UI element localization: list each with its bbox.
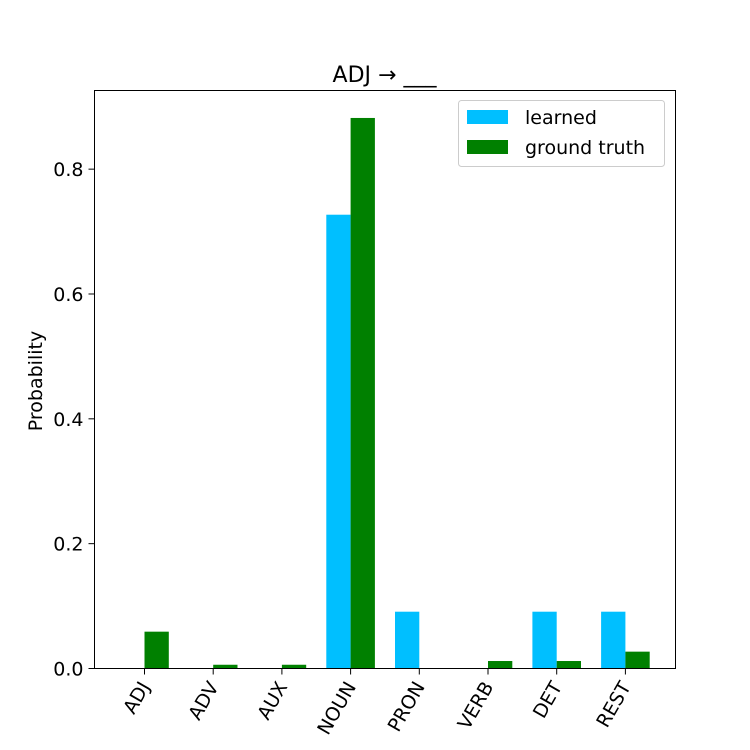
bar-ground-truth-verb — [488, 661, 513, 669]
bar-learned-noun — [326, 214, 351, 669]
x-tick-label-pron: PRON — [384, 678, 430, 736]
legend-swatch-ground-truth — [467, 140, 508, 154]
bar-ground-truth-adj — [144, 631, 169, 669]
bar-learned-rest — [601, 611, 626, 669]
x-tick-label-aux: AUX — [253, 678, 292, 724]
chart-title: ADJ → ___ — [333, 63, 438, 88]
bar-ground-truth-rest — [625, 651, 650, 669]
y-axis-label: Probability — [25, 331, 47, 431]
y-tick-label: 0.2 — [53, 534, 83, 556]
legend-label-learned: learned — [525, 107, 597, 129]
bars-group — [144, 117, 650, 669]
bar-learned-pron — [395, 611, 420, 669]
x-tick-label-det: DET — [529, 678, 567, 722]
x-tick-label-rest: REST — [592, 678, 636, 732]
bar-ground-truth-noun — [350, 117, 375, 669]
x-tick-label-adj: ADJ — [119, 678, 155, 718]
legend-box — [458, 100, 665, 167]
bar-learned-det — [532, 611, 557, 669]
x-tick-label-verb: VERB — [454, 678, 499, 733]
bar-ground-truth-aux — [281, 664, 307, 669]
x-tick-label-adv: ADV — [184, 678, 223, 724]
legend-label-ground-truth: ground truth — [525, 137, 645, 159]
bar-ground-truth-adv — [213, 664, 238, 669]
legend: learned ground truth — [458, 100, 665, 167]
bar-ground-truth-det — [556, 661, 581, 669]
y-tick-label: 0.0 — [53, 659, 83, 681]
plot-frame — [94, 90, 676, 669]
x-axis: ADJ ADV AUX NOUN PRON VERB DET REST — [119, 668, 636, 739]
y-axis: 0.0 0.2 0.4 0.6 0.8 — [53, 159, 95, 681]
y-tick-label: 0.4 — [53, 409, 83, 431]
y-tick-label: 0.8 — [53, 159, 83, 181]
x-tick-label-noun: NOUN — [313, 678, 361, 739]
y-tick-label: 0.6 — [53, 284, 83, 306]
legend-swatch-learned — [467, 110, 508, 124]
